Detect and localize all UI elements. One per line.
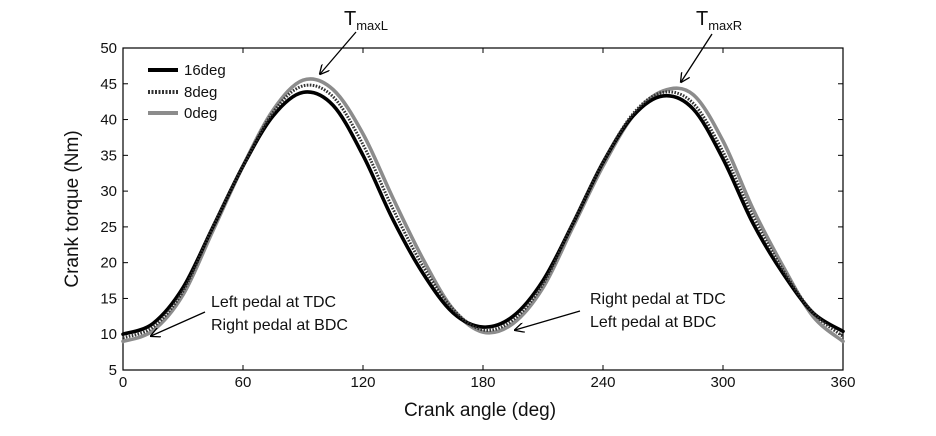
left-note-arrow (151, 311, 206, 336)
series-layer (121, 77, 845, 344)
series-line-8deg (122, 83, 844, 340)
peak-right-annotation: TmaxR (681, 8, 742, 82)
right-note-line1: Right pedal at TDC (590, 291, 726, 308)
x-tick-label: 0 (119, 374, 127, 391)
legend-label-8deg: 8deg (184, 84, 217, 101)
legend: 16deg 8deg 0deg (148, 62, 226, 122)
x-tick-label: 120 (350, 374, 375, 391)
right-note-arrow (515, 310, 581, 330)
x-tick-label: 360 (830, 374, 855, 391)
legend-label-16deg: 16deg (184, 62, 226, 79)
legend-label-0deg: 0deg (184, 105, 217, 122)
x-tick-label: 180 (470, 374, 495, 391)
y-axis-title: Crank torque (Nm) (62, 130, 83, 287)
x-axis: 0 60 120 180 240 300 360 (119, 48, 856, 391)
y-tick-label: 5 (109, 362, 117, 379)
y-tick-label: 50 (100, 40, 117, 57)
x-axis-title: Crank angle (deg) (404, 400, 556, 421)
left-note-line1: Left pedal at TDC (211, 294, 336, 311)
left-note-line2: Right pedal at BDC (211, 317, 348, 334)
peak-left-arrow (320, 31, 357, 74)
y-tick-label: 25 (100, 219, 117, 236)
left-pedal-annotation: Left pedal at TDC Right pedal at BDC (151, 294, 348, 336)
y-tick-label: 20 (100, 255, 117, 272)
peak-left-annotation: TmaxL (320, 8, 388, 74)
y-tick-label: 15 (100, 290, 117, 307)
y-tick-label: 30 (100, 183, 117, 200)
y-tick-label: 40 (100, 112, 117, 129)
peak-left-label: TmaxL (344, 8, 388, 33)
peak-right-arrow (681, 33, 713, 82)
series-line-16deg (121, 90, 845, 337)
right-pedal-annotation: Right pedal at TDC Left pedal at BDC (515, 291, 726, 331)
y-axis: 5 10 15 20 25 30 35 40 45 50 (100, 40, 843, 379)
x-tick-label: 240 (590, 374, 615, 391)
x-tick-label: 300 (710, 374, 735, 391)
right-note-line2: Left pedal at BDC (590, 314, 716, 331)
x-tick-label: 60 (235, 374, 252, 391)
y-tick-label: 10 (100, 326, 117, 343)
y-tick-label: 45 (100, 76, 117, 93)
peak-right-label: TmaxR (696, 8, 742, 33)
y-tick-label: 35 (100, 147, 117, 164)
